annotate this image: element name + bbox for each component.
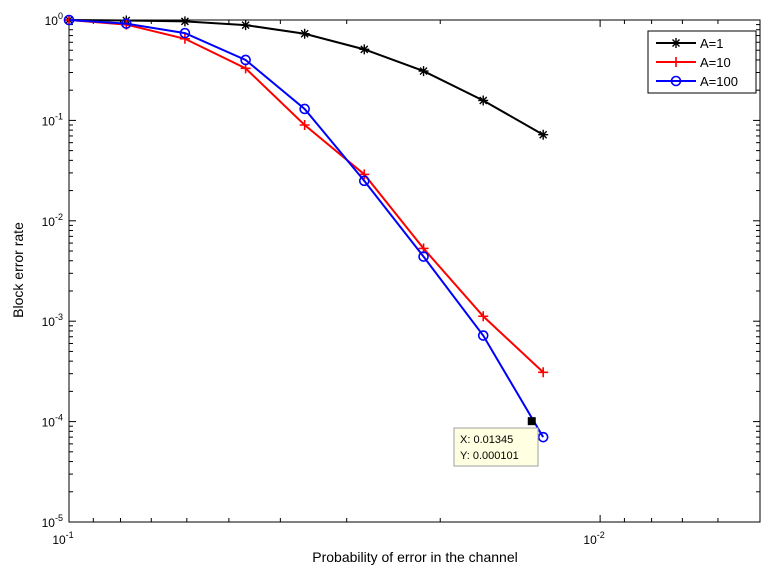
data-point xyxy=(299,119,310,130)
data-point xyxy=(358,175,370,187)
x-tick-label: 10-2 xyxy=(583,530,604,547)
x-tick-label: 10-1 xyxy=(52,530,73,547)
y-tick-label: 10-3 xyxy=(42,312,63,329)
x-axis-label: Probability of error in the channel xyxy=(312,549,517,565)
data-point xyxy=(538,367,549,378)
plot-frame xyxy=(68,19,761,523)
y-tick-label: 10-5 xyxy=(42,513,63,530)
data-point xyxy=(418,251,429,262)
legend-entry-label: A=1 xyxy=(700,36,724,51)
datatip-box xyxy=(453,427,539,467)
data-point xyxy=(537,431,549,443)
y-tick-label: 10-4 xyxy=(42,413,63,430)
datatip-y-text: Y: 0.000101 xyxy=(460,450,519,462)
data-point xyxy=(63,14,75,26)
data-point xyxy=(299,28,310,39)
legend-marker xyxy=(670,75,682,87)
y-axis-label: Block error rate xyxy=(10,222,26,318)
data-point xyxy=(418,66,429,77)
data-point xyxy=(538,129,549,140)
data-point xyxy=(240,20,251,31)
series-line xyxy=(68,19,545,438)
legend-marker xyxy=(671,38,681,48)
data-point xyxy=(477,330,489,341)
data-point xyxy=(121,18,132,29)
data-point xyxy=(240,54,251,66)
data-point xyxy=(478,311,489,322)
y-tick-label: 100 xyxy=(45,11,63,28)
datatip-x-text: X: 0.01345 xyxy=(460,434,513,446)
y-tick-label: 10-2 xyxy=(42,212,63,229)
data-point xyxy=(179,33,190,44)
legend-marker xyxy=(671,57,681,67)
data-point xyxy=(179,16,190,27)
data-point xyxy=(478,95,489,106)
legend-entry-label: A=10 xyxy=(700,55,731,70)
data-point xyxy=(299,103,310,115)
datatip-marker xyxy=(527,417,536,426)
data-point xyxy=(359,44,370,55)
data-point xyxy=(359,169,370,180)
series-a-100 xyxy=(63,14,549,443)
data-point xyxy=(179,27,191,39)
legend-entry-label: A=100 xyxy=(700,74,738,89)
y-tick-label: 10-1 xyxy=(42,111,63,128)
